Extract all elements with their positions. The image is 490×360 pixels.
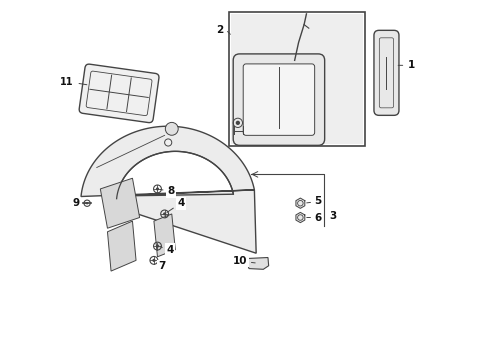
- Text: 4: 4: [167, 198, 184, 212]
- Circle shape: [165, 122, 178, 135]
- FancyBboxPatch shape: [243, 64, 315, 135]
- Text: 6: 6: [307, 212, 322, 222]
- Text: 5: 5: [307, 197, 322, 206]
- Polygon shape: [81, 126, 256, 253]
- Polygon shape: [107, 221, 136, 271]
- Circle shape: [156, 244, 159, 248]
- Text: 9: 9: [73, 198, 86, 208]
- Polygon shape: [100, 178, 140, 228]
- Polygon shape: [296, 198, 305, 208]
- Text: 7: 7: [154, 260, 166, 271]
- Text: 1: 1: [398, 60, 416, 70]
- Circle shape: [163, 212, 166, 216]
- Circle shape: [156, 187, 159, 190]
- Text: 10: 10: [233, 256, 255, 266]
- Circle shape: [152, 259, 155, 262]
- Circle shape: [86, 202, 88, 204]
- Text: 8: 8: [160, 186, 174, 197]
- FancyBboxPatch shape: [233, 54, 325, 145]
- Text: 2: 2: [217, 24, 223, 35]
- Bar: [229, 12, 365, 146]
- Text: 11: 11: [60, 77, 87, 87]
- Text: 3: 3: [329, 211, 336, 221]
- Polygon shape: [245, 257, 269, 269]
- Bar: [231, 14, 363, 144]
- Polygon shape: [296, 212, 305, 222]
- Circle shape: [165, 139, 172, 146]
- Polygon shape: [154, 214, 175, 257]
- Text: 4: 4: [160, 245, 173, 255]
- Circle shape: [236, 121, 240, 125]
- FancyBboxPatch shape: [374, 30, 399, 115]
- FancyBboxPatch shape: [79, 64, 159, 123]
